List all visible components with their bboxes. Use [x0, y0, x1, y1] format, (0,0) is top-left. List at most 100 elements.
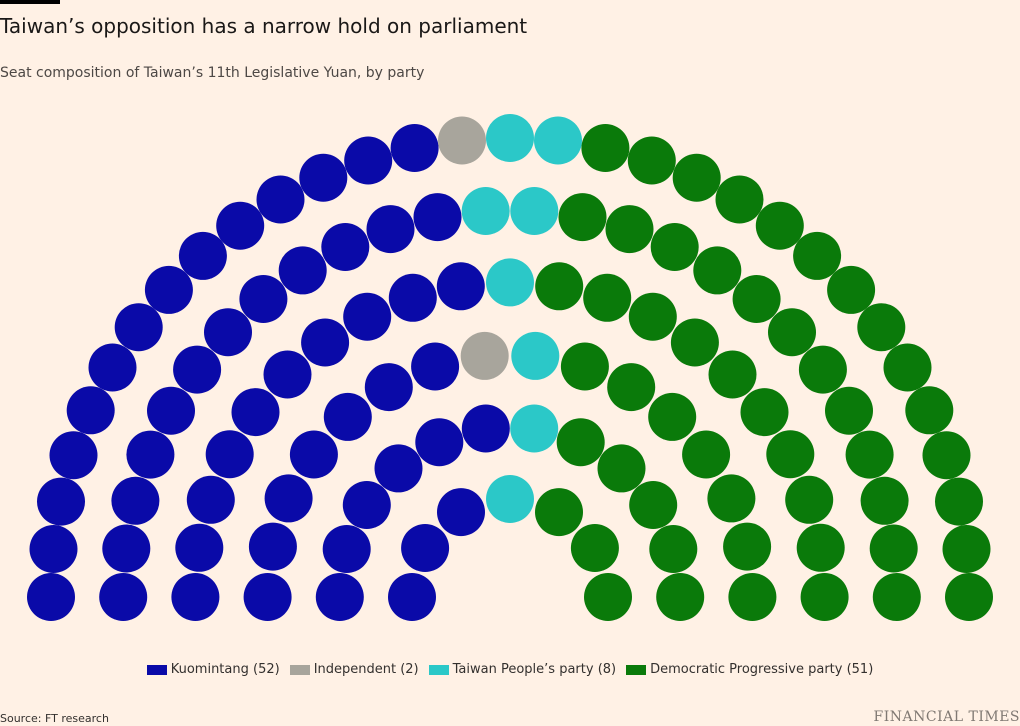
seat-dot	[144, 265, 193, 314]
seat-dot	[827, 265, 876, 314]
seat-dot	[486, 258, 534, 307]
seat-dot	[535, 488, 583, 537]
seat-dot	[558, 193, 607, 242]
seat-dot	[534, 116, 582, 165]
legend-label: Kuomintang (52)	[170, 662, 280, 677]
seat-dot	[344, 136, 393, 185]
seat-dot	[755, 201, 804, 250]
seat-dot	[264, 474, 313, 523]
seat-dot	[860, 476, 909, 525]
seat-dot	[388, 273, 437, 322]
seat-dot	[204, 308, 252, 357]
seat-dot	[883, 343, 932, 392]
seat-dot	[364, 363, 413, 412]
seat-dot	[171, 573, 220, 621]
seat-dot	[570, 524, 619, 572]
seat-dot	[29, 525, 78, 573]
seat-dot	[413, 193, 462, 242]
seat-dot	[205, 430, 254, 479]
source-note: Source: FT research	[0, 712, 109, 725]
seat-dot	[27, 573, 75, 621]
legend-item-independent: Independent (2)	[289, 662, 419, 677]
parliament-chart	[27, 114, 993, 621]
seat-dot	[243, 573, 292, 621]
ft-logo: FINANCIAL TIMES	[873, 709, 1020, 725]
seat-dot	[436, 262, 485, 311]
seat-dot	[597, 444, 646, 493]
seat-dot	[945, 573, 993, 621]
seat-dot	[301, 318, 350, 367]
seat-dot	[111, 476, 160, 525]
legend-swatch	[428, 664, 449, 675]
seat-dot	[239, 275, 288, 323]
seat-dot	[411, 342, 460, 391]
seat-dot	[263, 350, 312, 399]
seat-dot	[37, 477, 85, 526]
seat-dot	[388, 573, 436, 621]
seat-dot	[322, 525, 371, 573]
seat-dot	[102, 524, 151, 573]
seat-dot	[708, 350, 757, 399]
seat-dot	[796, 523, 845, 572]
seat-dot	[922, 431, 971, 480]
seat-dot	[584, 573, 632, 621]
seat-dot	[935, 477, 983, 526]
legend-label: Independent (2)	[313, 662, 419, 677]
seat-dot	[49, 431, 98, 480]
legend-swatch	[289, 664, 310, 675]
seat-dot	[486, 475, 534, 523]
seat-dot	[511, 331, 560, 380]
legend-item-kuomintang: Kuomintang (52)	[146, 662, 280, 677]
seat-dot	[670, 318, 719, 367]
seat-dot	[560, 342, 609, 391]
seat-dot	[114, 303, 163, 352]
seat-dot	[374, 444, 423, 493]
seat-dot	[628, 292, 677, 341]
seat-dot	[438, 116, 486, 165]
seat-dot	[173, 345, 222, 394]
seat-dot	[672, 153, 721, 202]
seat-dot	[648, 392, 697, 441]
seat-dot	[740, 388, 789, 437]
chart-title: Taiwan’s opposition has a narrow hold on…	[0, 14, 528, 38]
seat-dot	[126, 430, 175, 479]
legend-item-dpp: Democratic Progressive party (51)	[626, 662, 873, 677]
seat-dot	[857, 303, 906, 352]
seat-dot	[581, 124, 630, 172]
chart-legend: Kuomintang (52) Independent (2) Taiwan P…	[0, 662, 1020, 677]
seat-dot	[289, 430, 338, 479]
seat-dot	[785, 475, 834, 524]
seat-dot	[175, 523, 224, 572]
seat-dot	[649, 525, 698, 573]
seat-dot	[461, 187, 510, 235]
seat-dot	[768, 308, 816, 357]
seat-dot	[650, 223, 699, 271]
seat-dot	[583, 273, 632, 322]
seat-dot	[248, 522, 297, 571]
legend-item-tpp: Taiwan People’s party (8)	[428, 662, 617, 677]
seat-dot	[605, 205, 654, 254]
seat-dot	[535, 262, 584, 311]
seat-dot	[415, 418, 464, 467]
seat-dot	[186, 475, 235, 524]
seat-dot	[299, 153, 348, 202]
seat-dot	[323, 392, 372, 441]
legend-label: Taiwan People’s party (8)	[452, 662, 617, 677]
seat-dot	[486, 114, 534, 162]
seat-dot	[216, 201, 265, 250]
legend-swatch	[626, 664, 647, 675]
seat-dot	[942, 525, 991, 573]
seat-dot	[147, 386, 195, 435]
seat-dot	[342, 481, 391, 529]
seat-dot	[872, 573, 921, 621]
seat-dot	[256, 175, 305, 224]
seat-dot	[627, 136, 676, 185]
seat-dot	[825, 386, 873, 435]
seat-dot	[321, 223, 370, 271]
seat-dot	[401, 524, 450, 572]
seat-dot	[315, 573, 364, 621]
seat-dot	[715, 175, 764, 224]
seat-dot	[461, 404, 510, 453]
seat-dot	[510, 404, 559, 453]
seat-dot	[556, 418, 605, 467]
